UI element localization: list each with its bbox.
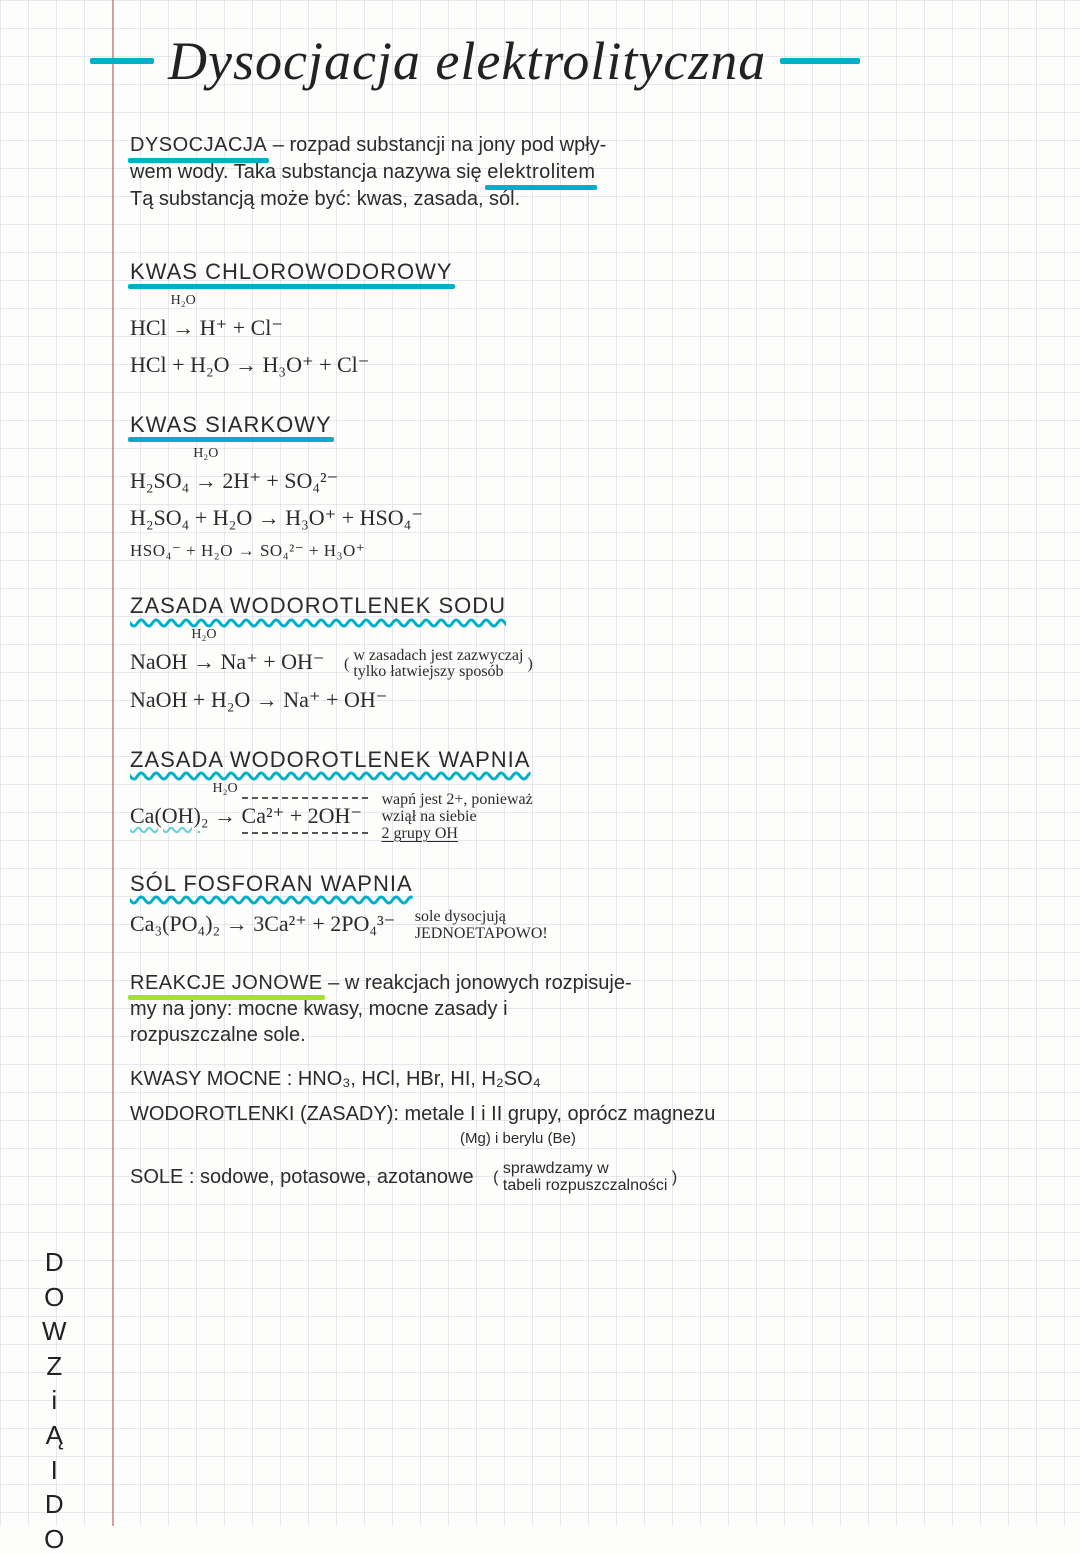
eq-naoh-1: NaOH H₂O→ Na⁺ + OH⁻ ( w zasadach jest za…: [130, 627, 1050, 681]
label-bases: WODOROTLENKI (ZASADY):: [130, 1103, 399, 1125]
heading-capo4: SÓL FOSFORAN WAPNIA: [130, 871, 413, 897]
eq-h2so4-1: H₂SO₄ H₂O→ 2H⁺ + SO₄²⁻: [130, 446, 1050, 499]
arrow-over-icon: H₂O→: [214, 781, 236, 834]
eq-caoh2-left: Ca(OH)₂: [130, 803, 209, 828]
margin-vertical-label: D O W Z i Ą I D O: [42, 1248, 71, 1553]
block-capo4: SÓL FOSFORAN WAPNIA Ca₃(PO₄)₂ → 3Ca²⁺ + …: [130, 871, 1050, 943]
note-caoh2: wapń jest 2+, ponieważwziął na siebie 2 …: [382, 792, 533, 842]
def-line3: Tą substancją może być: kwas, zasada, só…: [130, 188, 520, 210]
heading-caoh2: ZASADA WODOROTLENEK WAPNIA: [130, 747, 530, 773]
list-bases: WODOROTLENKI (ZASADY): metale I i II gru…: [130, 1103, 1050, 1149]
note-capo4: sole dysocjująJEDNOETAPOWO!: [415, 909, 548, 943]
block-naoh: ZASADA WODOROTLENEK SODU NaOH H₂O→ Na⁺ +…: [130, 593, 1050, 718]
label-salts: SOLE :: [130, 1167, 194, 1189]
block-hcl: KWAS CHLOROWODOROWY HCl H₂O→ H⁺ + Cl⁻ HC…: [130, 259, 1050, 384]
eq-caoh2-1: Ca(OH)₂ H₂O→ Ca²⁺ + 2OH⁻ wapń jest 2+, p…: [130, 781, 1050, 843]
term-elektrolitem: elektrolitem: [487, 159, 595, 186]
value-bases: metale I i II grupy, oprócz magnezu: [404, 1103, 715, 1125]
eq-capo4-text: Ca₃(PO₄)₂ → 3Ca²⁺ + 2PO₄³⁻: [130, 911, 395, 936]
term-dysocjacja: DYSOCJACJA: [130, 132, 267, 159]
heading-hcl: KWAS CHLOROWODOROWY: [130, 259, 453, 285]
def-rest1: – rozpad substancji na jony pod wpły-: [267, 134, 606, 156]
note-salts: ( sprawdzamy wtabeli rozpuszczalności ): [493, 1161, 677, 1195]
arrow-over-icon: H₂O→: [195, 446, 217, 499]
eq-capo4: Ca₃(PO₄)₂ → 3Ca²⁺ + 2PO₄³⁻ sole dysocjuj…: [130, 905, 1050, 943]
eq-h2so4-1-right: 2H⁺ + SO₄²⁻: [222, 468, 338, 493]
arrow-over-icon: H₂O→: [172, 293, 194, 346]
label-acids: KWASY MOCNE :: [130, 1068, 292, 1090]
eq-h2so4-2: H₂SO₄ + H₂O → H₃O⁺ + HSO₄⁻: [130, 499, 1050, 536]
block-h2so4: KWAS SIARKOWY H₂SO₄ H₂O→ 2H⁺ + SO₄²⁻ H₂S…: [130, 412, 1050, 566]
eq-hcl-2: HCl + H₂O → H₃O⁺ + Cl⁻: [130, 346, 1050, 383]
block-caoh2: ZASADA WODOROTLENEK WAPNIA Ca(OH)₂ H₂O→ …: [130, 747, 1050, 843]
eq-h2so4-1-left: H₂SO₄: [130, 468, 189, 493]
eq-hcl-1-left: HCl: [130, 315, 167, 340]
definition-paragraph: DYSOCJACJA – rozpad substancji na jony p…: [130, 132, 1030, 213]
term-reakcje-jonowe: REAKCJE JONOWE: [130, 970, 323, 996]
def-line2a: wem wody. Taka substancja nazywa się: [130, 161, 487, 183]
eq-hcl-1: HCl H₂O→ H⁺ + Cl⁻: [130, 293, 1050, 346]
eq-hcl-1-right: H⁺ + Cl⁻: [200, 315, 283, 340]
title-line-right: [780, 58, 860, 64]
heading-naoh: ZASADA WODOROTLENEK SODU: [130, 593, 506, 619]
eq-naoh-2: NaOH + H₂O → Na⁺ + OH⁻: [130, 681, 1050, 718]
list-salts: SOLE : sodowe, potasowe, azotanowe ( spr…: [130, 1161, 1050, 1195]
arrow-over-icon: H₂O→: [193, 627, 215, 680]
section-ionic: REAKCJE JONOWE – w reakcjach jonowych ro…: [130, 970, 1050, 1195]
eq-naoh-1-right: Na⁺ + OH⁻: [220, 649, 324, 674]
page-content: Dysocjacja elektrolityczna DYSOCJACJA – …: [0, 0, 1080, 1227]
eq-naoh-1-left: NaOH: [130, 649, 187, 674]
value-salts: sodowe, potasowe, azotanowe: [200, 1167, 479, 1189]
ionic-paragraph: REAKCJE JONOWE – w reakcjach jonowych ro…: [130, 970, 1050, 1048]
value-acids: HNO₃, HCl, HBr, HI, H₂SO₄: [298, 1068, 541, 1090]
note-naoh: ( w zasadach jest zazwyczajtylko łatwiej…: [344, 648, 533, 682]
eq-caoh2-mid: Ca²⁺ + 2OH⁻: [242, 803, 368, 828]
page-title: Dysocjacja elektrolityczna: [168, 30, 766, 92]
list-acids: KWASY MOCNE : HNO₃, HCl, HBr, HI, H₂SO₄: [130, 1068, 1050, 1091]
title-line-left: [90, 58, 154, 64]
title-row: Dysocjacja elektrolityczna: [90, 30, 1050, 92]
heading-h2so4: KWAS SIARKOWY: [130, 412, 332, 438]
value-bases-sub: (Mg) i berylu (Be): [460, 1130, 576, 1147]
eq-h2so4-3: HSO₄⁻ + H₂O → SO₄²⁻ + H₃O⁺: [130, 537, 1050, 566]
